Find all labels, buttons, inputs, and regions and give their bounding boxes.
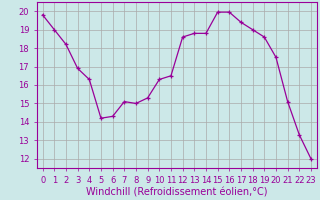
- X-axis label: Windchill (Refroidissement éolien,°C): Windchill (Refroidissement éolien,°C): [86, 187, 268, 197]
